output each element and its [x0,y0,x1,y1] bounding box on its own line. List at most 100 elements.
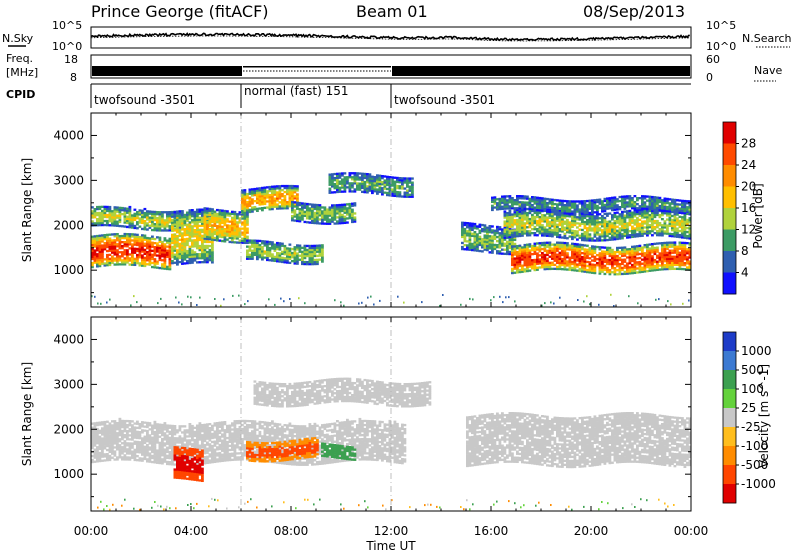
power-cell [618,271,622,274]
power-cell [198,234,202,238]
power-cell [623,216,627,219]
power-cell [551,247,554,250]
power-cell [613,226,617,229]
power-cell [171,215,174,218]
power-cell [263,188,267,191]
power-cell [676,249,679,252]
power-cell [98,219,102,223]
power-cell [636,233,639,236]
power-cell [133,224,137,228]
power-cell [161,265,164,268]
power-cell [288,249,292,252]
power-cell [201,252,204,256]
power-cell [581,218,584,222]
power-cell [556,233,559,237]
power-cell [376,180,379,183]
power-cell [296,260,299,263]
power-cell [523,203,527,206]
power-cell [636,227,639,230]
power-cell [243,215,247,218]
power-cell [593,255,597,259]
power-cell [211,220,214,223]
power-cell [566,202,569,205]
power-cell [636,199,639,202]
power-cell [676,217,679,220]
power-cell [658,208,662,212]
power-cell [518,203,522,206]
power-cell [188,227,192,230]
power-cell [668,214,672,217]
power-cell [526,207,529,211]
power-cell [526,218,529,221]
power-cell [616,273,619,276]
power-cell [521,258,524,261]
power-cell [178,212,182,215]
power-cell [563,204,567,207]
power-cell [246,201,249,204]
power-cell [136,215,139,218]
power-cell [566,208,569,211]
power-cell [256,249,259,253]
power-cell [586,199,589,203]
power-cell [571,210,574,213]
power-cell [243,189,247,192]
velocity-cell [101,441,104,444]
power-cell [291,217,294,220]
power-cell [631,213,634,216]
power-cell [243,211,247,214]
power-cell [506,218,509,221]
power-cell [96,236,99,240]
power-cell [241,189,244,192]
power-cell [673,223,677,226]
power-cell [496,206,499,209]
power-cell [376,182,379,185]
power-cell [283,207,287,210]
power-cell [631,245,634,249]
power-cell [363,186,367,190]
power-cell [241,223,244,226]
power-cell [648,205,652,209]
power-cell [93,216,97,219]
power-cell [306,221,309,224]
power-cell [168,251,172,255]
power-cell [203,237,207,240]
power-cell [201,222,204,225]
power-cell [648,195,652,198]
power-cell [571,223,574,226]
power-cell [442,294,444,296]
power-cell [688,260,692,263]
power-cell [471,232,474,236]
power-cell [111,249,114,252]
power-cell [408,185,412,188]
power-cell [623,264,627,267]
power-cell [578,214,582,217]
power-cell [308,261,312,264]
power-cell [173,257,177,260]
power-cell [246,219,249,222]
power-cell [518,258,522,262]
power-cell [321,210,324,213]
power-cell [556,203,559,206]
power-cell [583,258,587,261]
power-cell [116,210,119,213]
power-cell [476,237,479,240]
power-cell [688,266,692,269]
power-cell [326,222,329,225]
power-cell [573,263,577,266]
power-cell [108,207,112,211]
velocity-cell [91,454,94,458]
power-cell [361,184,364,188]
power-cell [393,180,397,183]
power-cell [113,249,117,252]
power-cell [678,219,682,223]
power-cell [118,245,122,248]
power-cell [628,211,632,215]
power-cell [106,264,109,267]
power-cell [581,252,584,255]
power-cell [561,261,564,265]
power-cell [188,245,192,248]
power-cell [311,215,314,218]
power-cell [646,261,649,265]
power-cell [506,207,509,210]
power-cell [143,236,147,239]
